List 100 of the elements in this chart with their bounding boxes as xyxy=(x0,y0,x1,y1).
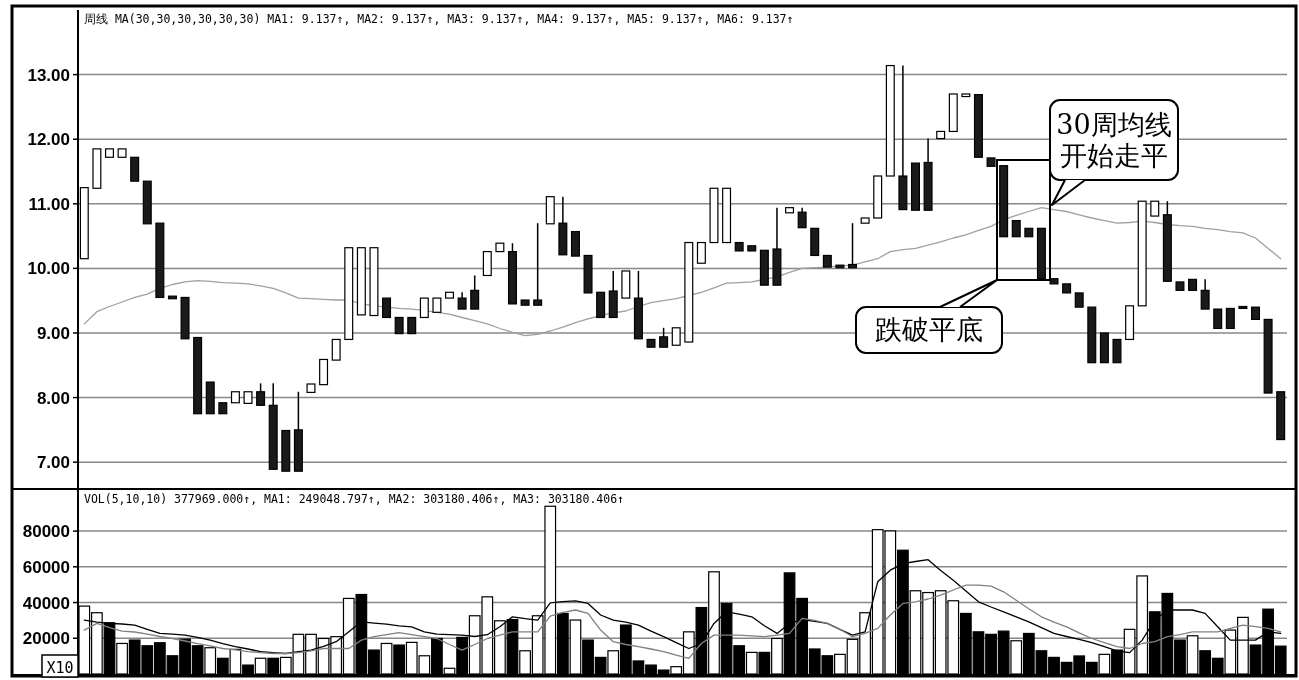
candlestick xyxy=(117,148,127,158)
candlestick xyxy=(344,247,354,341)
y-tick-label: 60000 xyxy=(22,557,70,577)
candlestick xyxy=(621,270,631,299)
y-tick-label: 20000 xyxy=(22,629,70,649)
candlestick xyxy=(659,327,669,348)
candlestick xyxy=(999,165,1009,238)
candlestick xyxy=(1024,227,1034,238)
candlestick xyxy=(1125,305,1135,341)
candlestick xyxy=(230,391,240,404)
candlestick xyxy=(709,187,719,244)
candlestick xyxy=(1112,338,1122,364)
candlestick xyxy=(520,299,530,306)
candlestick xyxy=(684,241,694,343)
candlestick xyxy=(545,196,555,225)
candlestick xyxy=(155,222,165,299)
candlestick xyxy=(1137,200,1147,307)
candlestick xyxy=(193,336,203,415)
candlestick xyxy=(130,156,140,182)
candlestick xyxy=(759,249,769,286)
candlestick xyxy=(835,264,845,269)
candlestick xyxy=(218,402,228,415)
annotation: 开始走平 xyxy=(1060,139,1168,171)
candlestick xyxy=(407,316,417,335)
candlestick xyxy=(785,207,795,214)
candlestick xyxy=(1200,278,1210,310)
candlestick xyxy=(570,230,580,257)
candlestick xyxy=(1074,292,1084,308)
candlestick xyxy=(1049,278,1059,285)
candlestick xyxy=(734,241,744,252)
candlestick xyxy=(533,222,543,306)
candlestick xyxy=(696,241,706,264)
chart-title: 周线 MA(30,30,30,30,30,30) MA1: 9.137↑, MA2: 9.137↑, MA3: 9.137↑, MA4: 9.137↑, MA5: 9.137↑, MA6: 9.137↑ xyxy=(84,12,794,26)
candlestick xyxy=(1276,391,1286,441)
candlestick xyxy=(319,358,329,386)
candlestick xyxy=(646,338,656,348)
candlestick xyxy=(445,291,455,299)
candlestick xyxy=(1099,332,1109,364)
y-tick-label: 9.00 xyxy=(36,323,70,343)
candlestick xyxy=(1238,305,1248,310)
annotation: 30周均线 xyxy=(1056,108,1172,140)
candlestick xyxy=(482,250,492,277)
annotation: 跌破平底 xyxy=(875,314,983,346)
candlestick xyxy=(1251,306,1261,321)
candlestick xyxy=(394,316,404,335)
candlestick xyxy=(306,383,316,393)
candlestick xyxy=(369,247,379,317)
candlestick xyxy=(961,93,971,98)
candlestick xyxy=(671,327,681,346)
y-tick-label: 12.00 xyxy=(27,130,70,150)
candlestick xyxy=(180,296,190,340)
candlestick xyxy=(1188,278,1198,291)
candlestick xyxy=(596,291,606,319)
candlestick xyxy=(470,274,480,310)
candlestick xyxy=(873,175,883,219)
candlestick xyxy=(1263,318,1273,394)
candlestick xyxy=(722,187,732,244)
candlestick xyxy=(810,227,820,257)
y-tick-label: 13.00 xyxy=(27,65,70,85)
candlestick xyxy=(1011,219,1021,238)
y-tick-label: 7.00 xyxy=(36,453,70,473)
candlestick xyxy=(356,247,366,316)
candlestick xyxy=(104,148,114,158)
candlestick xyxy=(1225,307,1235,330)
y-tick-label: 10.00 xyxy=(27,259,70,279)
candlestick xyxy=(1062,283,1072,294)
candlestick xyxy=(747,245,757,252)
candlestick xyxy=(205,381,215,415)
candlestick xyxy=(1036,227,1046,280)
text: X10 xyxy=(46,659,74,677)
candlestick xyxy=(848,222,858,269)
candlestick xyxy=(1213,308,1223,330)
candlestick xyxy=(243,391,253,404)
chart-title: VOL(5,10,10) 377969.000↑, MA1: 249048.797↑, MA2: 303180.406↑, MA3: 303180.406↑ xyxy=(84,492,625,506)
candlestick xyxy=(281,429,291,472)
candlestick xyxy=(973,94,983,158)
candlestick xyxy=(382,297,392,319)
y-tick-label: 11.00 xyxy=(28,194,70,214)
candlestick xyxy=(910,162,920,211)
candlestick xyxy=(822,254,832,268)
candlestick xyxy=(92,148,102,189)
candlestick xyxy=(860,217,870,224)
candlestick xyxy=(256,382,266,407)
candlestick xyxy=(797,206,807,229)
candlestick xyxy=(1150,200,1160,217)
candlestick xyxy=(936,130,946,140)
y-tick-label: 80000 xyxy=(22,522,70,542)
candlestick xyxy=(331,338,341,361)
candlestick xyxy=(948,93,958,133)
y-tick-label: 40000 xyxy=(22,593,70,613)
candlestick xyxy=(986,157,996,167)
y-tick-label: 8.00 xyxy=(36,388,70,408)
candlestick xyxy=(885,64,895,177)
candlestick xyxy=(419,297,429,319)
candlestick xyxy=(142,180,152,225)
candlestick xyxy=(1175,281,1185,291)
candlestick xyxy=(1087,306,1097,364)
candlestick xyxy=(432,297,442,313)
candlestick xyxy=(583,254,593,294)
candlestick xyxy=(495,242,505,253)
